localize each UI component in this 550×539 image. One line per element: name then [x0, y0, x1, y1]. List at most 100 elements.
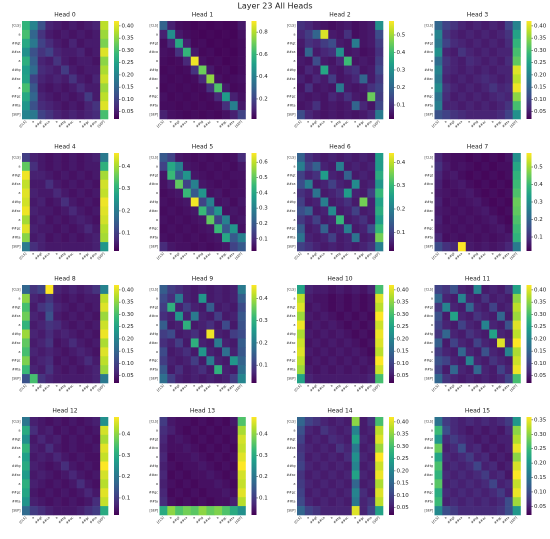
heatmap-cell [76, 65, 85, 75]
colorbar-tick-label: 0.10 [122, 361, 135, 367]
heatmap-cell [359, 285, 368, 295]
heatmap-cell [367, 170, 376, 181]
heatmap-cell [100, 461, 109, 471]
heatmap-cell [84, 197, 93, 207]
heatmap-cell [297, 338, 306, 348]
heatmap-cell [37, 470, 46, 480]
chart-title: Head 1 [192, 12, 214, 19]
heatmap-cell [182, 338, 192, 348]
colorbar [526, 153, 532, 251]
y-tick-label: [CLS] [149, 419, 158, 423]
heatmap-cell [343, 65, 353, 75]
heatmap-cell [37, 233, 46, 243]
heatmap-cell [206, 65, 215, 75]
heatmap-cell [45, 47, 54, 57]
heatmap-cell [100, 242, 109, 252]
colorbar-tick-label: 0.2 [397, 207, 406, 213]
heatmap-cell [473, 21, 482, 31]
heatmap-cell [214, 179, 223, 189]
heatmap-cell [450, 21, 459, 31]
heatmap-cell [489, 161, 498, 172]
heatmap-cell [481, 179, 490, 189]
heatmap-cell [320, 197, 329, 207]
heatmap-cell [465, 488, 474, 498]
x-tick-label: ##gc [493, 251, 502, 260]
heatmap-cell [198, 224, 207, 234]
heatmap-cell [442, 233, 451, 243]
heatmap-cell [351, 285, 360, 295]
heatmap-cell [481, 83, 490, 93]
colorbar-tick-label: 0.20 [397, 468, 410, 474]
heatmap-cell [222, 443, 231, 453]
heatmap-cell [22, 293, 31, 304]
heatmap-cell [29, 302, 38, 313]
heatmap-cell [190, 29, 199, 40]
heatmap-cell [22, 329, 31, 339]
heatmap-cell [367, 479, 376, 489]
heatmap-cell [222, 29, 231, 40]
heatmap-cell [328, 374, 337, 384]
heatmap-cell [304, 197, 313, 207]
heatmap-cell [76, 374, 85, 384]
heatmap-cell [29, 443, 38, 453]
heatmap-cell [237, 215, 246, 225]
heatmap-cell [504, 83, 513, 93]
heatmap-cell [175, 83, 184, 93]
heatmap-cell [37, 302, 46, 313]
heatmap-cell [473, 38, 482, 49]
heatmap-cell [367, 497, 376, 507]
heatmap-cell [497, 197, 506, 207]
heatmap-cell [465, 110, 474, 120]
colorbar-tick-label: 0.05 [534, 109, 547, 115]
heatmap-cell [100, 65, 109, 75]
heatmap-cell [222, 92, 231, 102]
heatmap-cell [457, 311, 467, 321]
heatmap-cell [489, 38, 498, 49]
x-tick-label: a [443, 120, 447, 124]
heatmap-cell [84, 38, 93, 49]
y-tick-label: [CLS] [149, 155, 158, 159]
heatmap-cell [434, 479, 443, 489]
heatmap-cell [182, 365, 192, 375]
heatmap-cell [190, 161, 199, 172]
heatmap-cell [504, 434, 513, 445]
heatmap-cell [22, 215, 31, 225]
heatmap-cell [297, 356, 306, 366]
heatmap-cell [37, 101, 46, 111]
heatmap-cell [312, 347, 321, 357]
heatmap-cell [504, 161, 513, 172]
heatmap-cell [504, 153, 513, 163]
heatmap-cell [190, 461, 199, 471]
heatmap-cell [214, 488, 223, 498]
heatmap-cell [84, 497, 93, 507]
heatmap-cell [182, 153, 192, 163]
heatmap-cell [159, 329, 168, 339]
heatmap-cell [473, 206, 482, 216]
heatmap-cell [359, 417, 368, 427]
heatmap-cell [359, 443, 368, 453]
heatmap-cell [37, 92, 46, 102]
heatmap-cell [375, 74, 384, 84]
heatmap-cell [222, 425, 231, 436]
heatmap-cell [351, 356, 360, 366]
heatmap-cell [182, 197, 192, 207]
y-tick-label: ##tg [149, 68, 158, 72]
heatmap-cell [304, 488, 313, 498]
heatmap-cell [434, 224, 443, 234]
heatmap-cell [229, 497, 238, 507]
heatmap-cell [497, 47, 506, 57]
x-tick-label: a [31, 252, 35, 256]
heatmap-cell [304, 320, 313, 330]
heatmap-cell [229, 417, 238, 427]
heatmap-cell [367, 302, 376, 313]
heatmap-cell [465, 233, 474, 243]
heatmap-cell [457, 224, 467, 234]
heatmap-cell [68, 74, 78, 84]
x-tick-label: ##ac [202, 383, 211, 392]
heatmap-cell [237, 21, 246, 31]
x-tick-label: ##gt [172, 251, 181, 260]
heatmap-cell [175, 311, 184, 321]
heatmap-cell [351, 461, 360, 471]
heatmap-cell [473, 285, 482, 295]
x-tick-label: a [443, 252, 447, 256]
